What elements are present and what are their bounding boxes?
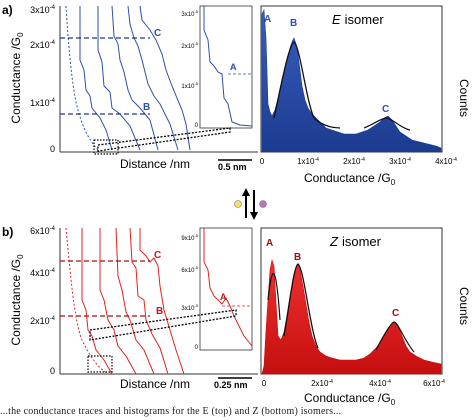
svg-text:6x10-4: 6x10-4	[30, 226, 56, 236]
svg-text:0: 0	[260, 157, 265, 166]
traces-a-ylabel: Conductance /G0	[9, 32, 25, 124]
svg-text:2x10-5: 2x10-5	[181, 41, 198, 50]
photoswitch-icon	[234, 188, 267, 220]
traces-b-inset: 9x10-5 6x10-5 3x10-5 0 A	[181, 227, 253, 351]
traces-a-xlabel: Distance /nm	[120, 157, 190, 171]
svg-text:4x10-4: 4x10-4	[369, 379, 391, 388]
svg-text:0: 0	[262, 379, 267, 388]
traces-a-ytick: 0	[50, 144, 55, 154]
svg-text:0.25 nm: 0.25 nm	[214, 380, 248, 390]
svg-text:Counts: Counts	[457, 287, 471, 325]
svg-text:3x10-5: 3x10-5	[181, 9, 198, 18]
svg-text:2x10-4: 2x10-4	[311, 379, 333, 388]
traces-a-ytick: 1x10-4	[30, 98, 56, 108]
svg-text:3x10-4: 3x10-4	[389, 157, 411, 166]
hist-b-ylabel: Counts	[457, 287, 471, 325]
traces-b-scalebar: 0.25 nm	[214, 377, 252, 390]
panel-b-label: b)	[2, 225, 13, 239]
traces-a-inset: 3x10-5 2x10-5 1x10-5 0 A	[181, 5, 253, 129]
panel-b: b) Conductance /G0 6x10-4 4x10-4 2x10-4 …	[2, 225, 471, 407]
svg-text:2x10-4: 2x10-4	[343, 157, 365, 166]
svg-text:6x10-4: 6x10-4	[423, 379, 445, 388]
svg-text:0: 0	[195, 123, 199, 129]
visible-light-icon	[234, 200, 242, 208]
traces-b-marker-b: B	[156, 306, 163, 317]
hist-a-xticks: 0 1x10-4 2x10-4 3x10-4 4x10-4	[260, 157, 457, 166]
figure-caption: ...the conductance traces and histograms…	[0, 406, 342, 417]
traces-a-ytick: 3x10-4	[30, 5, 56, 15]
inset-a-marker: A	[230, 62, 237, 72]
hist-a-peak-b: B	[290, 18, 297, 29]
hist-b-xticks: 0 2x10-4 4x10-4 6x10-4	[262, 379, 445, 388]
svg-text:3x10-5: 3x10-5	[181, 303, 198, 312]
svg-text:4x10-4: 4x10-4	[435, 157, 457, 166]
traces-b-ylabel: Conductance /G0	[9, 254, 25, 346]
svg-text:1x10-5: 1x10-5	[181, 81, 198, 90]
hist-a-peak-c: C	[382, 104, 389, 115]
traces-a	[65, 5, 191, 153]
panel-a-label: a)	[2, 3, 13, 17]
inset-b-marker: A	[220, 292, 227, 302]
svg-text:0.5 nm: 0.5 nm	[218, 162, 247, 172]
svg-text:2x10-4: 2x10-4	[30, 316, 56, 326]
traces-b-marker-c: C	[154, 250, 161, 261]
hist-b-peak-c: C	[392, 308, 399, 319]
traces-b-yticks: 6x10-4 4x10-4 2x10-4 0	[30, 226, 56, 376]
traces-a-marker-c: C	[154, 28, 161, 39]
hist-b-peak-a: A	[266, 238, 273, 249]
svg-text:4x10-4: 4x10-4	[30, 268, 56, 278]
hist-b-xlabel: Conductance /G0	[304, 391, 396, 407]
svg-text:Conductance /G0: Conductance /G0	[9, 32, 25, 124]
hist-a-peak-a: A	[264, 14, 271, 25]
hist-b-peak-b: B	[294, 252, 301, 263]
svg-text:Counts: Counts	[457, 79, 471, 117]
svg-text:Conductance /G0: Conductance /G0	[9, 254, 25, 346]
traces-b-xlabel: Distance /nm	[120, 377, 190, 391]
svg-text:0: 0	[50, 366, 55, 376]
svg-text:0: 0	[195, 345, 199, 351]
hist-a-ylabel: Counts	[457, 79, 471, 117]
traces-a-ytick: 2x10-4	[30, 40, 56, 50]
traces-a-marker-b: B	[143, 102, 150, 113]
hist-a-xlabel: Conductance /G0	[304, 171, 396, 187]
panel-a: a) Conductance /G0 3x10-4 2x10-4 1x10-4 …	[2, 3, 471, 187]
traces-a-scalebar: 0.5 nm	[218, 159, 252, 172]
uv-light-icon	[259, 200, 267, 208]
svg-text:9x10-5: 9x10-5	[181, 233, 198, 242]
traces-b	[65, 227, 185, 375]
svg-text:1x10-4: 1x10-4	[297, 157, 319, 166]
traces-a-yticks: 3x10-4 2x10-4 1x10-4 0	[30, 5, 56, 154]
svg-text:6x10-5: 6x10-5	[181, 265, 198, 274]
